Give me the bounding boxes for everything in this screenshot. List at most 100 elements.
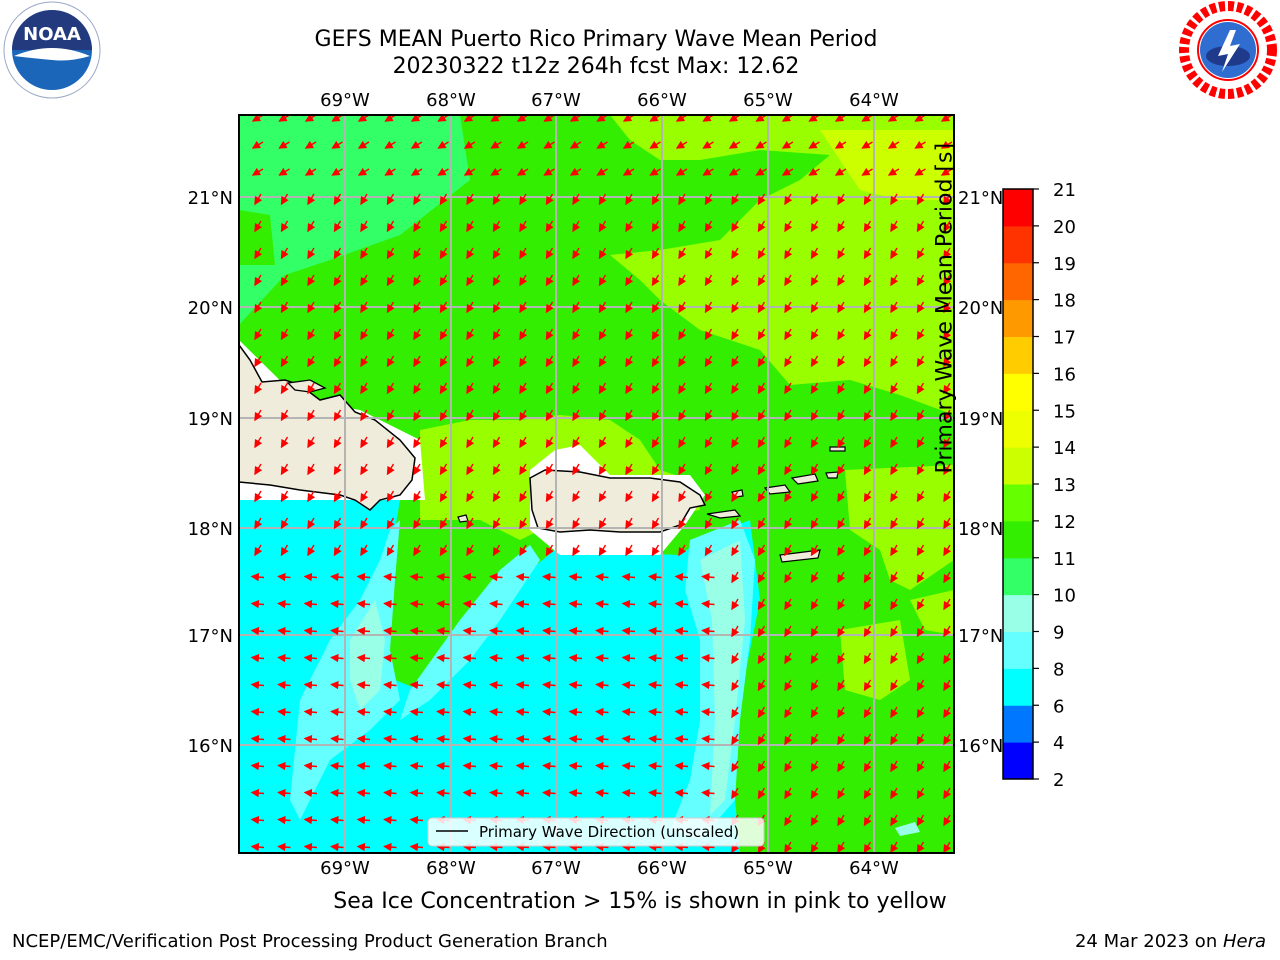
wave-arrow [757,760,766,773]
wave-arrow [757,598,766,611]
wave-arrow [409,815,424,825]
nws-logo [1178,0,1278,100]
wave-arrow [519,382,528,395]
wave-arrow [545,220,554,233]
wave-arrow [678,517,687,530]
wave-arrow [704,247,713,260]
wave-arrow [943,787,952,800]
wave-arrow [595,653,609,663]
wave-arrow [250,653,265,663]
wave-arrow [943,382,952,395]
wave-arrow [784,301,793,314]
wave-arrow [916,679,925,692]
wave-arrow [307,247,316,260]
wave-arrow [704,544,713,557]
wave-arrow [307,274,316,287]
colorbar-tick-label: 11 [1053,549,1076,570]
wave-arrow [943,220,952,233]
wave-arrow [303,653,318,663]
wave-arrow [863,706,872,719]
wave-arrow [277,734,291,744]
wave-arrow [863,436,872,449]
colorbar-tick-label: 10 [1053,586,1076,607]
wave-arrow [333,328,342,341]
wave-arrow [890,193,899,206]
footer-date: 24 Mar 2023 on Hera [1075,931,1266,952]
colorbar-label: Primary Wave Mean Period [s] [932,142,958,474]
wave-arrow [572,409,581,422]
wave-arrow [757,679,766,692]
wave-arrow [731,652,740,665]
wave-arrow [489,599,503,609]
wave-arrow [542,626,556,636]
wave-arrow [890,220,899,233]
wave-arrow [492,274,501,287]
wave-arrow [572,193,581,206]
wave-arrow [304,167,317,176]
wave-arrow [621,842,636,852]
wave-arrow [386,544,395,557]
wave-arrow [250,842,265,852]
wave-arrow [307,517,316,530]
wave-arrow [568,761,583,771]
wave-arrow [837,841,846,853]
wave-arrow [674,707,689,717]
wave-arrow [621,572,636,582]
lat-label: 18°N [188,519,233,540]
wave-arrow [731,679,740,692]
wave-arrow [731,355,740,368]
wave-arrow [386,436,395,449]
wave-arrow [704,328,713,341]
wave-arrow [280,220,289,233]
wave-arrow [675,140,688,149]
wave-arrow [572,247,581,260]
wave-arrow [701,842,715,852]
wave-arrow [731,328,740,341]
wave-arrow [784,355,793,368]
wave-arrow [278,167,290,176]
wave-arrow [360,409,369,422]
wave-arrow [861,140,873,149]
wave-arrow [731,436,740,449]
wave-arrow [625,463,634,476]
wave-arrow [810,220,819,233]
wave-arrow [940,167,953,176]
wave-arrow [436,734,450,744]
island-mona [457,514,469,523]
wave-arrow [413,247,422,260]
wave-arrow [701,734,715,744]
wave-arrow [356,707,371,717]
wave-arrow [410,167,423,176]
wave-arrow [572,517,581,530]
wave-arrow [330,626,344,636]
wave-arrow [598,409,607,422]
wave-arrow [784,652,793,665]
wave-arrow [863,463,872,476]
wave-arrow [648,761,662,771]
wave-arrow [916,328,925,341]
lat-label: 21°N [958,188,1003,209]
wave-arrow [409,761,424,771]
wave-arrow [704,301,713,314]
wave-arrow [572,436,581,449]
wave-arrow [810,544,819,557]
wave-arrow [863,382,872,395]
wave-arrow [280,355,289,368]
wave-arrow [674,653,689,663]
wave-arrow [648,599,662,609]
island-st-croix [779,549,821,563]
wave-arrow [837,787,846,800]
wave-arrow [625,193,634,206]
wave-arrow [784,490,793,503]
footer-host: Hera [1222,931,1266,952]
wave-arrow [890,544,899,557]
wave-arrow [437,167,449,176]
lat-label: 17°N [958,626,1003,647]
wave-arrow [519,463,528,476]
wave-arrow [568,653,583,663]
lat-label: 20°N [958,298,1003,319]
wave-arrow [307,220,316,233]
lat-label: 19°N [958,409,1003,430]
wave-arrow [621,626,636,636]
wave-arrow [940,140,953,149]
